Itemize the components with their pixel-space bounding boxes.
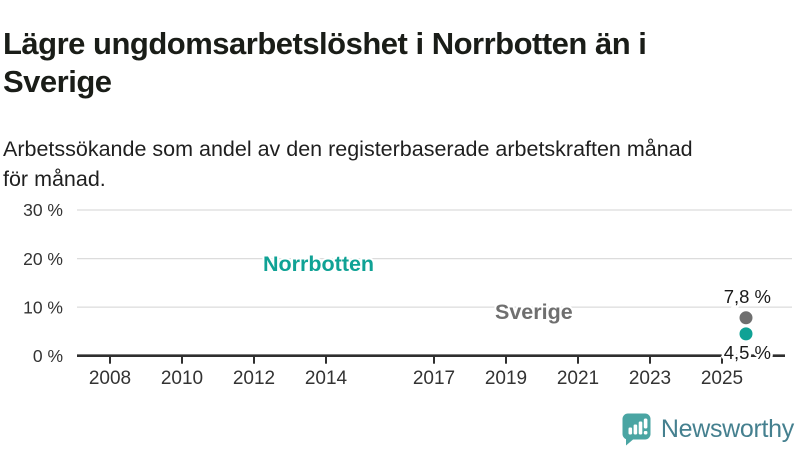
y-tick-label-20: 20 % (23, 249, 63, 269)
y-tick-label-0: 0 % (33, 346, 63, 366)
x-tick-label-2008: 2008 (89, 368, 131, 389)
x-tick-label-2021: 2021 (557, 368, 599, 389)
x-tick-label-2012: 2012 (233, 368, 275, 389)
unemployment-line-chart: 0 % 10 % 20 % 30 % 2008 2010 2012 2014 2017 2019 2… (23, 200, 792, 389)
newsworthy-logo: Newsworthy (621, 412, 794, 446)
page-title: Lägre ungdomsarbetslöshet i Norrbotten ä… (3, 25, 647, 99)
end-value-label-norrbotten: 4,5 % (724, 342, 771, 363)
series-label-sverige: Sverige (495, 300, 573, 324)
series-label-norrbotten: Norrbotten (263, 252, 374, 276)
x-tick-label-2010: 2010 (161, 368, 203, 389)
x-tick-label-2019: 2019 (485, 368, 527, 389)
x-tick-label-2025: 2025 (701, 368, 743, 389)
end-value-label-sverige: 7,8 % (724, 286, 771, 307)
newsworthy-logo-text: Newsworthy (660, 414, 794, 443)
series-end-dot-sverige (739, 311, 753, 325)
x-tick-label-2014: 2014 (305, 368, 348, 389)
x-tick-label-2017: 2017 (413, 368, 455, 389)
y-tick-label-10: 10 % (23, 297, 63, 317)
series-end-dot-norrbotten (739, 327, 753, 341)
y-tick-label-30: 30 % (23, 200, 63, 220)
chart-subtitle: Arbetssökande som andel av den registerb… (3, 136, 693, 191)
bar-chart-speech-bubble-icon (622, 413, 651, 446)
x-tick-label-2023: 2023 (629, 368, 671, 389)
